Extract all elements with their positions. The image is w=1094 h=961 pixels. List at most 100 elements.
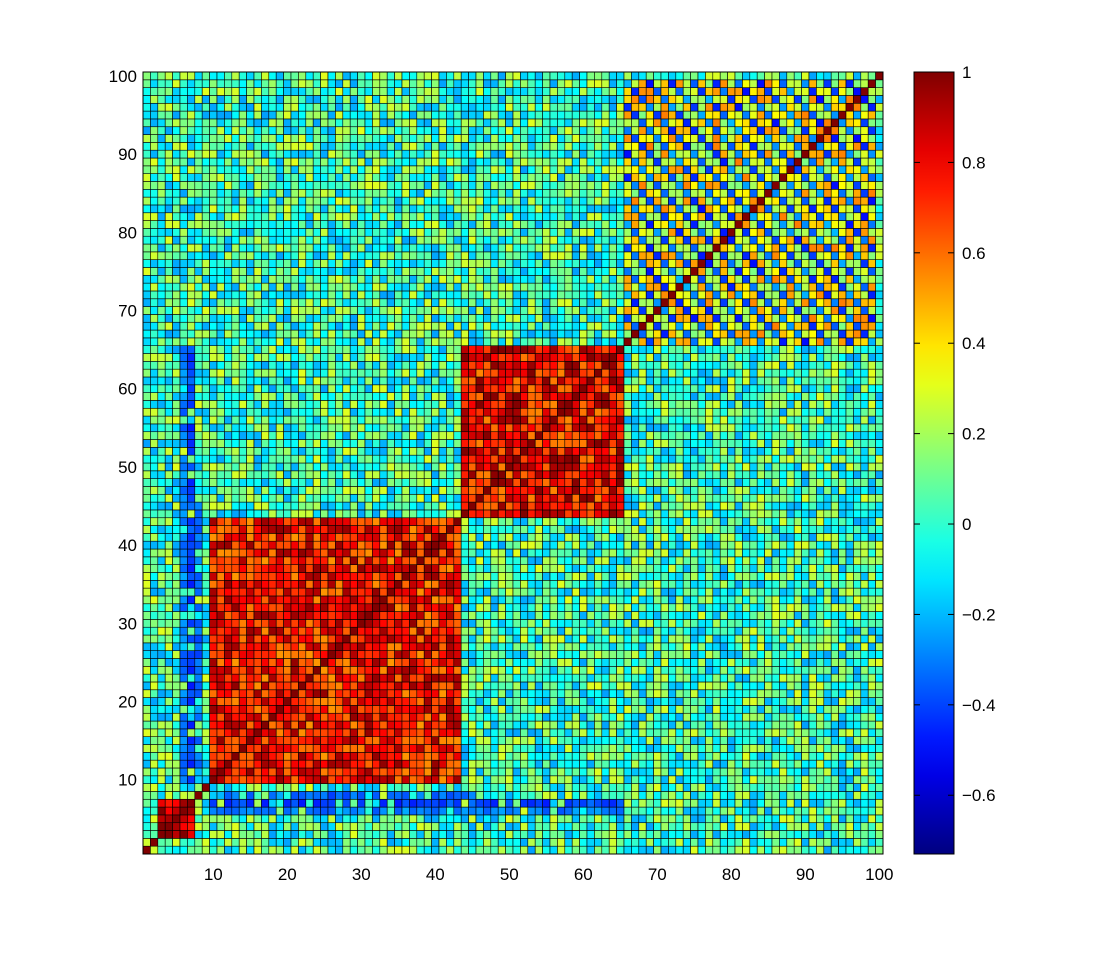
heatmap-cell	[845, 775, 854, 784]
heatmap-cell	[364, 791, 373, 800]
heatmap-cell	[564, 814, 573, 824]
heatmap-cell	[690, 798, 699, 808]
heatmap-cell	[401, 650, 410, 659]
heatmap-cell	[719, 462, 728, 472]
heatmap-cell	[557, 509, 566, 519]
heatmap-cell	[727, 752, 736, 761]
heatmap-cell	[231, 822, 240, 831]
heatmap-cell	[697, 611, 706, 620]
heatmap-cell	[830, 642, 839, 651]
heatmap-cell	[705, 806, 714, 816]
heatmap-cell	[564, 509, 573, 519]
heatmap-cell	[845, 525, 854, 534]
heatmap-cell	[438, 525, 447, 534]
heatmap-cell	[734, 666, 743, 675]
heatmap-cell	[194, 838, 203, 847]
heatmap-cell	[298, 595, 307, 605]
heatmap-cell	[157, 533, 166, 542]
heatmap-cell	[490, 752, 499, 761]
heatmap-cell	[409, 783, 418, 792]
heatmap-cell	[793, 501, 802, 511]
heatmap-cell	[275, 619, 284, 628]
heatmap-cell	[571, 525, 580, 534]
heatmap-cell	[505, 626, 514, 636]
heatmap-cell	[446, 642, 455, 651]
heatmap-cell	[142, 634, 151, 644]
heatmap-cell	[460, 806, 469, 816]
heatmap-cell	[275, 579, 284, 589]
heatmap-cell	[416, 462, 425, 472]
heatmap-cell	[446, 689, 455, 698]
heatmap-cell	[608, 603, 617, 612]
heatmap-cell	[216, 736, 225, 745]
heatmap-cell	[342, 634, 351, 644]
heatmap-cell	[216, 712, 225, 722]
heatmap-cell	[860, 666, 869, 675]
heatmap-cell	[423, 712, 432, 722]
heatmap-cell	[142, 838, 151, 847]
heatmap-cell	[808, 540, 817, 550]
heatmap-cell	[497, 697, 506, 706]
heatmap-cell	[320, 798, 329, 808]
heatmap-cell	[660, 540, 669, 550]
heatmap-cell	[194, 564, 203, 573]
heatmap-cell	[682, 525, 691, 534]
heatmap-cell	[838, 626, 847, 636]
heatmap-cell	[327, 658, 336, 667]
heatmap-cell	[327, 728, 336, 738]
heatmap-cell	[564, 595, 573, 605]
heatmap-cell	[734, 556, 743, 565]
heatmap-cell	[638, 478, 647, 487]
heatmap-cell	[534, 736, 543, 745]
heatmap-cell	[816, 791, 825, 800]
heatmap-cell	[712, 845, 721, 855]
heatmap-cell	[742, 712, 751, 722]
heatmap-cell	[623, 540, 632, 550]
heatmap-cell	[749, 517, 758, 526]
heatmap-cell	[793, 478, 802, 487]
heatmap-cell	[645, 798, 654, 808]
heatmap-cell	[690, 720, 699, 730]
heatmap-cell	[246, 791, 255, 800]
heatmap-cell	[423, 759, 432, 769]
heatmap-cell	[305, 697, 314, 706]
heatmap-cell	[838, 611, 847, 620]
heatmap-cell	[638, 533, 647, 542]
heatmap-cell	[527, 658, 536, 667]
heatmap-cell	[779, 845, 788, 855]
heatmap-cell	[675, 478, 684, 487]
heatmap-cell	[475, 736, 484, 745]
heatmap-cell	[719, 712, 728, 722]
heatmap-cell	[853, 556, 862, 565]
heatmap-cell	[571, 509, 580, 519]
heatmap-cell	[512, 658, 521, 667]
heatmap-cell	[867, 752, 876, 761]
heatmap-cell	[312, 501, 321, 511]
heatmap-cell	[705, 611, 714, 620]
heatmap-cell	[853, 814, 862, 824]
heatmap-cell	[379, 791, 388, 800]
heatmap-cell	[534, 744, 543, 753]
heatmap-cell	[372, 493, 381, 503]
heatmap-cell	[275, 650, 284, 659]
heatmap-cell	[808, 650, 817, 659]
heatmap-cell	[608, 642, 617, 651]
heatmap-cell	[631, 681, 640, 691]
heatmap-cell	[793, 720, 802, 730]
heatmap-cell	[142, 822, 151, 831]
heatmap-cell	[490, 603, 499, 612]
heatmap-cell	[201, 744, 210, 753]
heatmap-cell	[534, 775, 543, 784]
heatmap-cell	[838, 830, 847, 839]
heatmap-cell	[483, 634, 492, 644]
heatmap-cell	[490, 697, 499, 706]
heatmap-cell	[327, 611, 336, 620]
heatmap-cell	[209, 822, 218, 831]
heatmap-cell	[379, 540, 388, 550]
heatmap-cell	[801, 705, 810, 714]
heatmap-cell	[150, 752, 159, 761]
heatmap-cell	[875, 783, 884, 792]
heatmap-cell	[505, 712, 514, 722]
heatmap-cell	[779, 642, 788, 651]
heatmap-cell	[431, 603, 440, 612]
